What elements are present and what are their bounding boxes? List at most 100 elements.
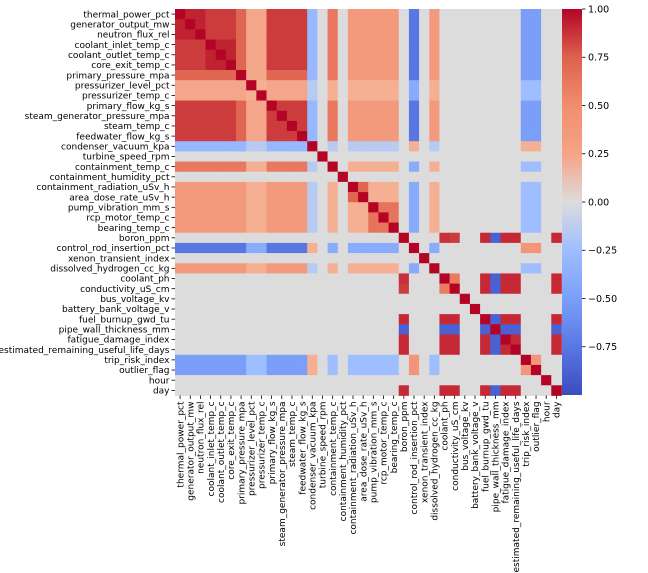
heatmap-cell [246,181,257,193]
heatmap-cell [358,212,369,223]
heatmap-cell [388,283,400,295]
heatmap-cell [215,49,227,61]
heatmap-cell [205,242,217,254]
heatmap-cell [469,354,481,366]
heatmap-cell [358,232,369,244]
heatmap-cell [439,9,450,20]
heatmap-cell [439,171,450,183]
heatmap-cell [500,192,512,203]
heatmap-cell [297,303,308,315]
heatmap-cell [286,161,298,173]
heatmap-cell [541,242,552,254]
heatmap-cell [368,303,379,315]
heatmap-cell [266,49,278,61]
y-tick-label: thermal_power_pct [83,10,170,20]
heatmap-cell [459,212,471,223]
heatmap-cell [480,385,491,396]
heatmap-cell [215,242,227,254]
heatmap-cell [297,242,308,254]
heatmap-cell [205,334,217,346]
heatmap-cell [185,334,196,346]
heatmap-cell [236,161,247,173]
heatmap-cell [236,293,247,305]
heatmap-cell [551,151,562,162]
heatmap-cell [449,242,461,254]
heatmap-cell [459,202,471,213]
heatmap-cell [459,385,471,396]
heatmap-cell [185,29,196,40]
heatmap-cell [246,49,257,61]
heatmap-cell [480,273,491,284]
heatmap-cell [408,100,420,112]
heatmap-cell [530,222,542,234]
heatmap-cell [286,181,298,193]
y-tick-label: coolant_ph [120,275,169,285]
heatmap-cell [246,161,257,173]
heatmap-cell [286,59,298,71]
heatmap-cell [541,212,552,223]
heatmap-cell [490,334,501,346]
x-tick-labels: thermal_power_pct generator_output_mw neut… [176,395,563,572]
heatmap-cell [419,253,430,264]
heatmap-cell [337,385,349,396]
heatmap-cell [215,385,227,396]
heatmap-cell [276,80,288,91]
heatmap-cell [175,242,186,254]
heatmap-cell [337,181,349,193]
heatmap-cell [530,324,542,335]
heatmap-cell [286,100,298,112]
heatmap-cell [541,385,552,396]
heatmap-cell [317,232,328,244]
heatmap-cell [205,141,217,152]
heatmap-cell [530,90,542,101]
heatmap-cell [480,19,491,30]
heatmap-cell [429,314,440,325]
heatmap-cell [480,283,491,295]
heatmap-cell [490,375,501,386]
heatmap-cell [185,80,196,91]
heatmap-cell [286,334,298,346]
heatmap-cell [510,344,522,356]
heatmap-cell [358,314,369,325]
heatmap-cell [469,120,481,132]
heatmap-cell [398,273,410,284]
heatmap-cell [500,263,512,274]
y-tick-label: pressurizer_level_pct [75,81,170,91]
heatmap-cell [307,344,318,356]
heatmap-cell [398,242,410,254]
heatmap-cell [388,49,400,61]
heatmap-cell [408,222,420,234]
heatmap-cell [490,283,501,295]
heatmap-cell [408,303,420,315]
heatmap-cell [449,324,461,335]
heatmap-cell [246,253,257,264]
heatmap-cell [449,9,461,20]
heatmap-cell [317,70,328,81]
heatmap-cell [541,100,552,112]
heatmap-cell [246,202,257,213]
x-tick-label: coolant_inlet_temp_c [207,401,217,496]
heatmap-cell [317,222,328,234]
heatmap-cell [175,253,186,264]
heatmap-cell [185,364,196,376]
x-tick-label: steam_temp_c [288,401,298,467]
heatmap-cell [551,364,562,376]
heatmap-cell [469,344,481,356]
heatmap-cell [225,151,237,162]
heatmap-cell [276,385,288,396]
heatmap-cell [175,283,186,295]
heatmap-cell [195,202,206,213]
heatmap-cell [185,303,196,315]
heatmap-cell [307,222,318,234]
heatmap-cell [358,354,369,366]
heatmap-cell [419,222,430,234]
heatmap-cell [378,303,389,315]
heatmap-cell [439,141,450,152]
heatmap-cell [286,222,298,234]
heatmap-cell [388,120,400,132]
y-tick-label: core_exit_temp_c [91,61,169,71]
heatmap-cell [246,375,257,386]
heatmap-cell [225,80,237,91]
heatmap-cell [358,385,369,396]
heatmap-cell [286,70,298,81]
